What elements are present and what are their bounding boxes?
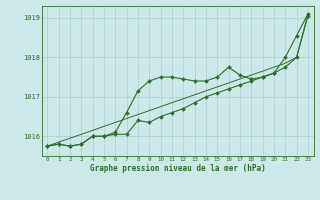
X-axis label: Graphe pression niveau de la mer (hPa): Graphe pression niveau de la mer (hPa) xyxy=(90,164,266,173)
